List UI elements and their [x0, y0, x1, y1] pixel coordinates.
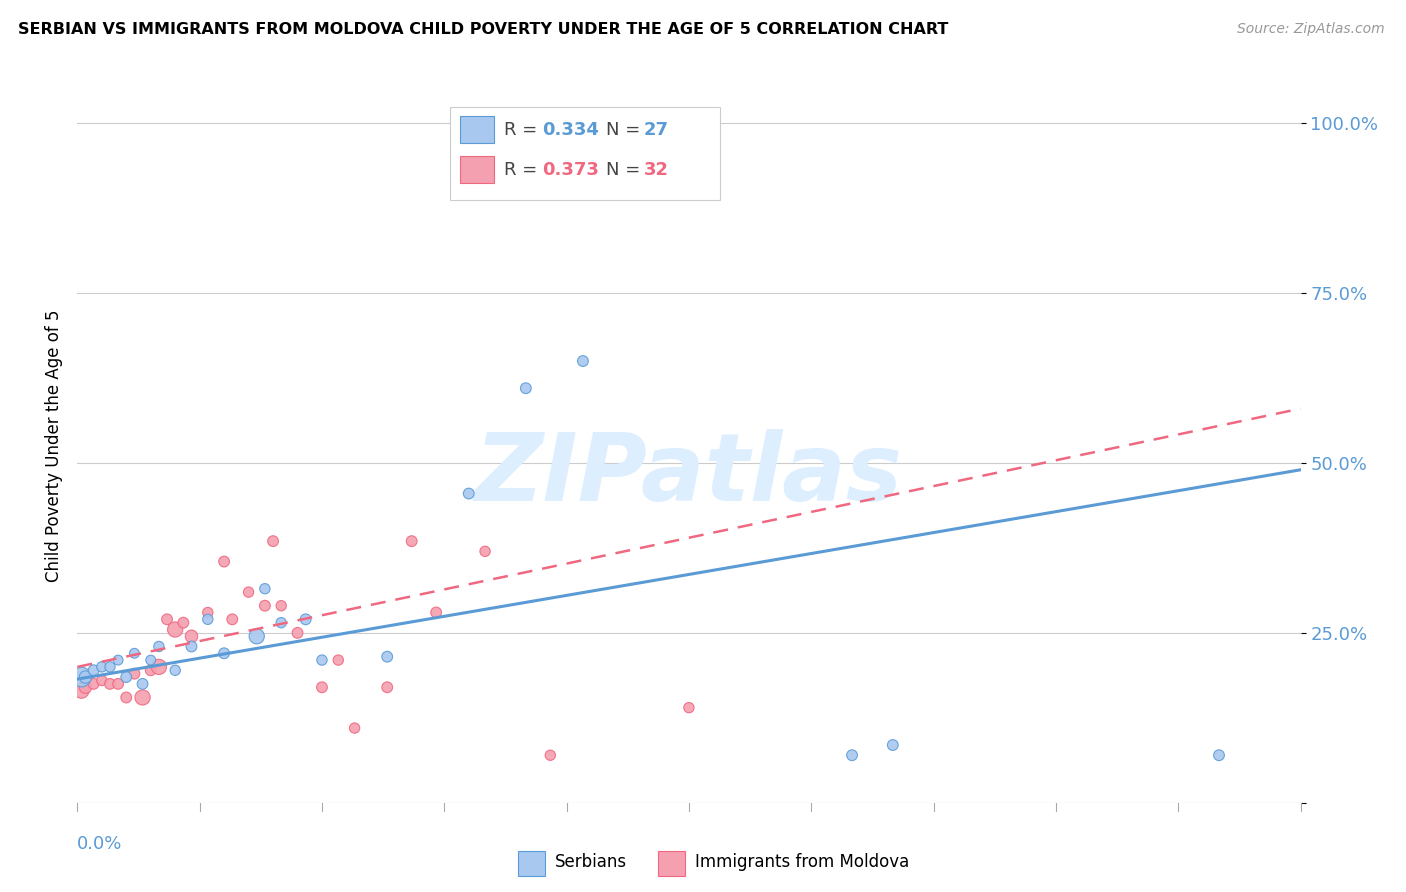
Text: 0.0%: 0.0% — [77, 835, 122, 853]
Point — [287, 626, 309, 640]
Text: 27: 27 — [644, 121, 669, 139]
Point — [238, 585, 260, 599]
Point — [253, 582, 276, 596]
Point — [156, 612, 179, 626]
Point — [139, 653, 162, 667]
Point — [311, 653, 333, 667]
Point — [457, 486, 479, 500]
Point — [70, 670, 93, 684]
Point — [75, 680, 97, 694]
Point — [165, 663, 187, 677]
FancyBboxPatch shape — [460, 116, 495, 144]
Point — [83, 677, 105, 691]
Point — [148, 660, 170, 674]
Point — [375, 680, 398, 694]
Point — [515, 381, 537, 395]
Text: R =: R = — [505, 121, 543, 139]
Point — [253, 599, 276, 613]
Point — [841, 748, 863, 763]
Point — [75, 670, 97, 684]
Text: ZIPatlas: ZIPatlas — [475, 428, 903, 521]
Text: 0.334: 0.334 — [543, 121, 599, 139]
Point — [474, 544, 496, 558]
Text: Source: ZipAtlas.com: Source: ZipAtlas.com — [1237, 22, 1385, 37]
Point — [131, 690, 153, 705]
Point — [165, 623, 187, 637]
Text: R =: R = — [505, 161, 543, 178]
Point — [262, 534, 284, 549]
FancyBboxPatch shape — [658, 851, 685, 876]
Point — [107, 677, 129, 691]
Point — [425, 606, 447, 620]
Point — [343, 721, 366, 735]
Point — [90, 673, 112, 688]
Point — [90, 660, 112, 674]
Point — [98, 660, 121, 674]
Point — [180, 629, 202, 643]
Text: N =: N = — [606, 161, 645, 178]
FancyBboxPatch shape — [517, 851, 544, 876]
Point — [538, 748, 561, 763]
FancyBboxPatch shape — [460, 156, 495, 184]
Point — [172, 615, 194, 630]
Point — [115, 670, 138, 684]
Point — [70, 683, 93, 698]
Point — [212, 646, 235, 660]
Text: Serbians: Serbians — [554, 853, 627, 871]
Point — [107, 653, 129, 667]
Point — [197, 612, 219, 626]
Text: N =: N = — [606, 121, 645, 139]
Point — [98, 677, 121, 691]
Point — [131, 677, 153, 691]
Point — [572, 354, 595, 368]
Point — [882, 738, 904, 752]
Text: 32: 32 — [644, 161, 669, 178]
Point — [401, 534, 423, 549]
Point — [83, 663, 105, 677]
Point — [124, 646, 146, 660]
Point — [246, 629, 269, 643]
Point — [180, 640, 202, 654]
Point — [221, 612, 243, 626]
Point — [270, 599, 292, 613]
Text: SERBIAN VS IMMIGRANTS FROM MOLDOVA CHILD POVERTY UNDER THE AGE OF 5 CORRELATION : SERBIAN VS IMMIGRANTS FROM MOLDOVA CHILD… — [18, 22, 949, 37]
Point — [148, 640, 170, 654]
Point — [197, 606, 219, 620]
Text: 0.373: 0.373 — [543, 161, 599, 178]
Point — [375, 649, 398, 664]
Point — [124, 666, 146, 681]
Point — [1208, 748, 1230, 763]
Point — [678, 700, 700, 714]
Y-axis label: Child Poverty Under the Age of 5: Child Poverty Under the Age of 5 — [45, 310, 63, 582]
Point — [328, 653, 350, 667]
FancyBboxPatch shape — [450, 107, 720, 200]
Point — [212, 555, 235, 569]
Point — [294, 612, 316, 626]
Point — [115, 690, 138, 705]
Point — [139, 663, 162, 677]
Point — [311, 680, 333, 694]
Point — [270, 615, 292, 630]
Text: Immigrants from Moldova: Immigrants from Moldova — [695, 853, 910, 871]
